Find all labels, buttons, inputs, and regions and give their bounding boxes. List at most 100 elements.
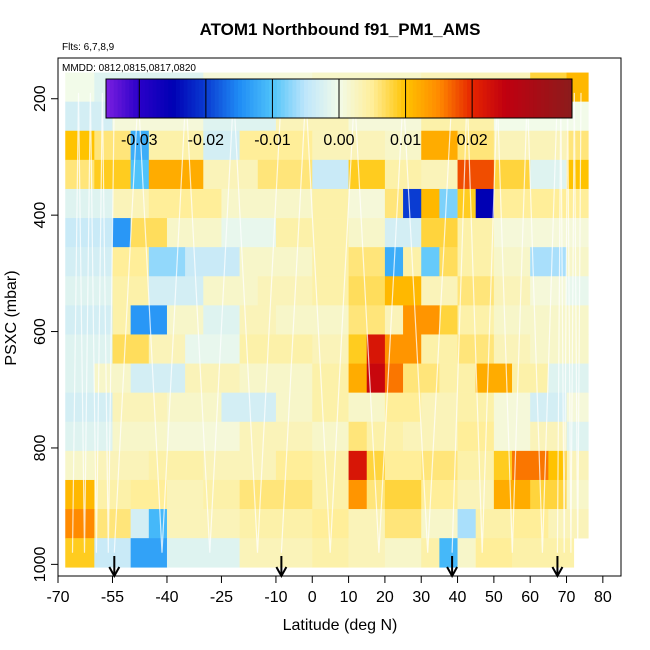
heatmap-cell [384, 450, 422, 481]
heatmap-cell [403, 305, 440, 335]
heatmap-cell [166, 538, 240, 568]
heatmap-cell [166, 392, 222, 423]
colorbar-swatch [381, 79, 386, 118]
heatmap-cell [403, 421, 458, 452]
heatmap-cell [348, 392, 386, 423]
heatmap-cell [130, 159, 150, 190]
flight-track-line [113, 92, 282, 553]
heatmap-cell [384, 538, 422, 568]
x-tick-label: -40 [155, 589, 178, 606]
heatmap-cell [65, 509, 95, 539]
heatmap-cell [130, 363, 186, 393]
colorbar-swatch [307, 79, 313, 118]
heatmap-cell [148, 130, 204, 161]
colorbar-swatch [389, 79, 394, 118]
heatmap-cell [348, 247, 386, 277]
colorbar-swatch [428, 79, 433, 118]
heatmap-cell [366, 334, 386, 364]
colorbar-swatch [218, 79, 223, 118]
dates-note: MMDD: 0812,0815,0817,0820 [62, 63, 196, 74]
colorbar-swatch [339, 79, 344, 118]
heatmap-cell [384, 188, 404, 219]
y-tick-label: 600 [32, 318, 49, 345]
heatmap-cell [530, 421, 567, 452]
colorbar-swatch [358, 79, 363, 118]
colorbar-swatch [370, 79, 375, 118]
colorbar-swatch [319, 79, 324, 118]
colorbar-swatch [544, 79, 550, 118]
colorbar-swatch [234, 79, 239, 118]
colorbar-swatch [311, 79, 317, 118]
colorbar-tick-label: -0.01 [254, 132, 291, 149]
colorbar-swatch [373, 79, 379, 118]
heatmap-cell [203, 130, 240, 161]
heatmap-cell [239, 538, 313, 568]
heatmap-cell [566, 247, 589, 277]
flight-markers [108, 556, 564, 579]
heatmap-cell [566, 130, 589, 161]
colorbar-swatch [144, 79, 150, 118]
colorbar-swatch [529, 79, 534, 118]
colorbar-swatch [210, 79, 216, 118]
colorbar-swatch [206, 79, 212, 118]
heatmap-cell [166, 509, 240, 539]
colorbar-swatch [494, 79, 499, 118]
heatmap-cell [348, 188, 386, 219]
heatmap-cell [312, 509, 349, 539]
colorbar-swatch [393, 79, 398, 118]
x-tick-label: 20 [376, 589, 394, 606]
x-tick-label: 50 [485, 589, 503, 606]
heatmap-cell [493, 392, 531, 423]
colorbar-swatch [140, 79, 146, 118]
y-tick-label: 400 [32, 202, 49, 229]
heatmap-cell [548, 363, 589, 393]
chart-title: ATOM1 Northbound f91_PM1_AMS [200, 20, 481, 39]
heatmap-cell [384, 479, 422, 510]
heatmap-cell [439, 305, 458, 335]
colorbar-tick-label: 0.02 [457, 132, 488, 149]
colorbar-swatch [238, 79, 243, 118]
heatmap-cell [312, 130, 386, 161]
colorbar-swatch [521, 79, 526, 118]
x-tick-label: -25 [210, 589, 233, 606]
heatmap-cell [312, 392, 349, 423]
x-tick-label: 80 [594, 589, 612, 606]
colorbar-swatch [350, 79, 355, 118]
colorbar-swatch [436, 79, 441, 118]
heatmap-cell [112, 218, 131, 248]
colorbar-swatch [346, 79, 352, 118]
colorbar-swatch [490, 79, 495, 118]
heatmap-cell [312, 450, 349, 481]
colorbar-swatch [164, 79, 169, 118]
heatmap-cell [148, 247, 186, 277]
heatmap-cell [112, 392, 168, 423]
colorbar-swatch [280, 79, 286, 118]
colorbar-swatch [513, 79, 519, 118]
colorbar-swatch [424, 79, 429, 118]
heatmap-cell [493, 130, 567, 161]
heatmap-cell [166, 218, 222, 248]
heatmap-cell [130, 509, 150, 539]
colorbar-swatch [156, 79, 161, 118]
heatmap-cell [239, 247, 313, 277]
x-axis: -70 -55 -40 -25 -10 0 10 20 30 40 50 60 70 80 [46, 576, 612, 606]
colorbar-swatch [416, 79, 421, 118]
colorbar-tick-label: 0.01 [390, 132, 421, 149]
heatmap-cell [312, 334, 349, 364]
heatmap-cell [457, 188, 477, 219]
heatmap-cell [366, 363, 386, 393]
colorbar-swatch [121, 79, 126, 118]
heatmap-cell [203, 479, 240, 510]
heatmap-cell [65, 247, 113, 277]
heatmap-cell [530, 276, 567, 306]
heatmap-cell [94, 509, 131, 539]
colorbar-swatch [385, 79, 390, 118]
colorbar-swatch [443, 79, 449, 118]
heatmap-cell [185, 363, 240, 393]
heatmap-cell [530, 392, 567, 423]
heatmap-cell [366, 450, 386, 481]
colorbar-swatch [323, 79, 328, 118]
colorbar-swatch [439, 79, 445, 118]
heatmap-cell [457, 159, 495, 190]
colorbar-swatch [160, 79, 165, 118]
